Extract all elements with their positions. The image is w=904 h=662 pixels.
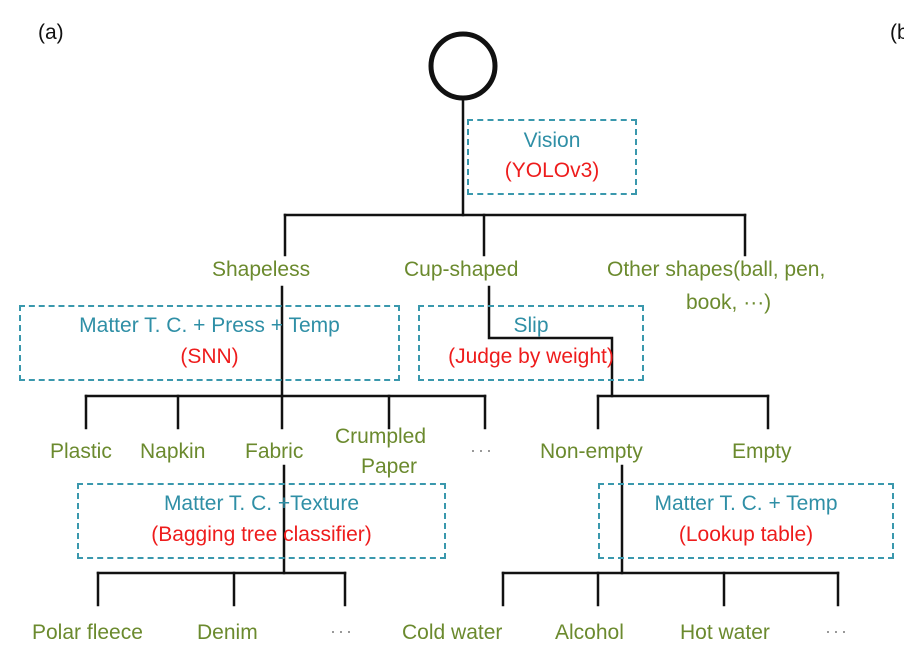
cup-trunk [487, 285, 614, 398]
other-shapes-node-line2: book, ···) [686, 291, 772, 314]
temp-sensors-label: Matter T. C. + Temp [654, 492, 838, 515]
more-shapeless-ellipsis: ··· [470, 440, 494, 460]
hot-water-node: Hot water [680, 621, 770, 644]
lookup-table-label: (Lookup table) [678, 523, 814, 546]
other-shapes-node-line1: Other shapes(ball, pen, [607, 258, 826, 281]
napkin-node: Napkin [140, 440, 206, 463]
temp-box [598, 483, 894, 559]
panel-b-label: (b [890, 21, 904, 44]
yolo-label: (YOLOv3) [504, 159, 600, 182]
denim-node: Denim [197, 621, 258, 644]
empty-node: Empty [732, 440, 792, 463]
bagging-tree-label: (Bagging tree classifier) [151, 523, 372, 546]
more-liquid-ellipsis: ··· [825, 621, 849, 641]
snn-label: (SNN) [180, 345, 239, 368]
shapeless-node: Shapeless [212, 258, 311, 281]
slip-label: Slip [513, 314, 549, 337]
texture-box [77, 483, 446, 559]
non-empty-node: Non-empty [540, 440, 643, 463]
vision-box [467, 119, 637, 195]
cup-shaped-node: Cup-shaped [404, 258, 519, 281]
slip-box [418, 305, 644, 381]
judge-by-weight-label: (Judge by weight) [448, 345, 614, 368]
alcohol-node: Alcohol [555, 621, 624, 644]
vision-label: Vision [523, 129, 581, 152]
more-fabric-ellipsis: ··· [330, 621, 354, 641]
fabric-node: Fabric [245, 440, 304, 463]
plastic-node: Plastic [50, 440, 112, 463]
crumpled-node-line2: Paper [361, 455, 418, 478]
snn-box [19, 305, 400, 381]
snn-sensors-label: Matter T. C. + Press + Temp [79, 314, 340, 337]
polar-fleece-node: Polar fleece [32, 621, 143, 644]
cold-water-node: Cold water [402, 621, 503, 644]
panel-a-label: (a) [38, 21, 64, 44]
texture-sensors-label: Matter T. C. +Texture [163, 492, 360, 515]
crumpled-node-line1: Crumpled [335, 425, 427, 448]
root-node-circle [428, 31, 498, 101]
